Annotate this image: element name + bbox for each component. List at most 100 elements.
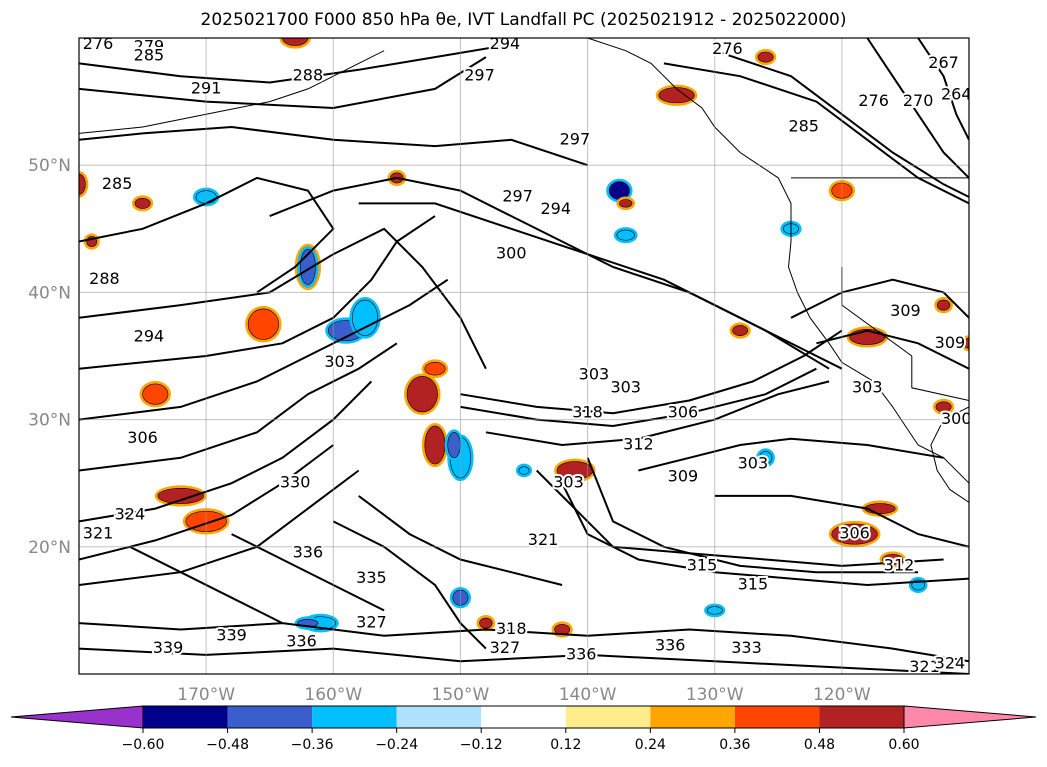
colorbar-segment: [312, 706, 397, 728]
colorbar-tick-label: −0.12: [460, 737, 503, 753]
lat-tick-label: 30°N: [28, 411, 71, 431]
contour-label: 303: [852, 377, 883, 396]
contour-label: 312: [623, 435, 654, 454]
theta-e-contour: [79, 278, 449, 421]
colorbar-segment: [396, 706, 482, 728]
contour-label: 294: [134, 326, 165, 345]
ivt-shade-patch: [963, 337, 969, 349]
ivt-shade-patch: [424, 425, 446, 465]
contour-label: 309: [935, 333, 966, 352]
contour-label: 321: [83, 524, 114, 543]
ivt-shade-patch: [758, 451, 773, 465]
contour-label: 279: [134, 36, 165, 55]
contour-label: 285: [788, 117, 819, 136]
ivt-shade-patch: [406, 376, 438, 413]
contour-label: 327: [490, 638, 521, 657]
contour-label: 294: [541, 199, 572, 218]
contour-label: 306: [668, 403, 699, 422]
contour-label: 297: [560, 129, 591, 148]
contour-label: 297: [464, 66, 495, 85]
ivt-shade-patch: [936, 299, 951, 311]
contour-label: 321: [909, 657, 940, 676]
colorbar-segment: [481, 706, 566, 728]
contour-label: 330: [280, 473, 311, 492]
contour-label: 335: [356, 568, 387, 587]
colorbar-tick-label: 0.24: [635, 737, 666, 753]
theta-e-contour: [638, 437, 944, 472]
gridlines: [79, 38, 969, 674]
contour-label: 306: [127, 428, 158, 447]
lon-tick-label: 160°W: [304, 685, 362, 705]
ivt-shade-patch: [732, 325, 749, 336]
ivt-shade-patch: [282, 38, 309, 46]
map-frame: [78, 37, 970, 675]
colorbar-extend-low: [10, 705, 144, 729]
ivt-shade-patch: [447, 432, 461, 459]
theta-e-contour: [79, 647, 969, 674]
contour-label: 324: [935, 653, 966, 672]
coastline: [930, 406, 969, 503]
contour-label: 318: [572, 403, 603, 422]
ivt-shade-patch: [157, 487, 204, 504]
colorbar-segment: [734, 706, 820, 728]
contour-label: 312: [884, 555, 915, 574]
theta-e-contour: [79, 380, 373, 523]
colorbar-tick-label: 0.60: [888, 737, 919, 753]
contour-label: 300: [941, 409, 972, 428]
theta-e-contour-layer: [79, 38, 969, 674]
colorbar-segment: [650, 706, 735, 728]
ivt-shade-patch: [831, 523, 878, 545]
contour-label: 303: [738, 454, 769, 473]
contour-label: 309: [890, 301, 921, 320]
contour-label: 324: [115, 505, 146, 524]
contour-label: 315: [738, 574, 769, 593]
lat-tick-label: 40°N: [28, 283, 71, 303]
theta-e-contour: [358, 202, 843, 370]
contour-label: 336: [293, 543, 324, 562]
colorbar-segment: [819, 706, 904, 728]
contour-label: 267: [928, 53, 959, 72]
lon-tick-label: 130°W: [686, 685, 744, 705]
colorbar-extend-high: [903, 705, 1037, 729]
contour-label: 300: [496, 244, 527, 263]
contour-label: 306: [839, 524, 870, 543]
contour-label: 288: [293, 66, 324, 85]
contour-label: 288: [89, 269, 120, 288]
map-title: 2025021700 F000 850 hPa θe, IVT Landfall…: [200, 10, 847, 30]
contour-label: 318: [496, 619, 527, 638]
ivt-shade-patch: [247, 308, 279, 340]
colorbar-frame: [142, 705, 905, 729]
contour-label: 297: [502, 187, 533, 206]
theta-e-contour: [866, 38, 969, 179]
axis-tick-labels: 50°N 40°N 30°N 20°N 170°W 160°W 150°W 140°W 130°…: [28, 156, 871, 705]
lon-tick-label: 140°W: [559, 685, 617, 705]
lon-tick-label: 120°W: [813, 685, 871, 705]
colorbar-segment: [227, 706, 313, 728]
contour-label: 321: [528, 530, 559, 549]
contour-label: 276: [712, 39, 743, 58]
ivt-shade-patch: [658, 87, 695, 104]
contour-label: 276: [83, 34, 114, 53]
theta-e-contour: [79, 227, 487, 370]
ivt-shade-patch: [518, 466, 530, 475]
contour-label: 339: [153, 638, 184, 657]
contour-label: 336: [566, 644, 597, 663]
colorbar-tick-label: 0.48: [804, 737, 835, 753]
contour-label: 303: [553, 473, 584, 492]
lon-tick-label: 170°W: [177, 685, 235, 705]
contour-label: 291: [191, 78, 222, 97]
contour-label: 339: [216, 625, 247, 644]
contour-label: 333: [731, 638, 762, 657]
contour-label: 285: [134, 45, 165, 64]
ivt-shade-patch: [616, 229, 635, 241]
contour-label: 276: [858, 91, 889, 110]
theta-e-contour: [586, 457, 919, 574]
ivt-shade-patch: [479, 617, 493, 629]
theta-e-contour: [714, 49, 969, 198]
theta-e-contour: [332, 520, 487, 650]
contour-label: 309: [668, 466, 699, 485]
ivt-shade-patch: [352, 299, 379, 336]
contour-label: 285: [102, 174, 133, 193]
